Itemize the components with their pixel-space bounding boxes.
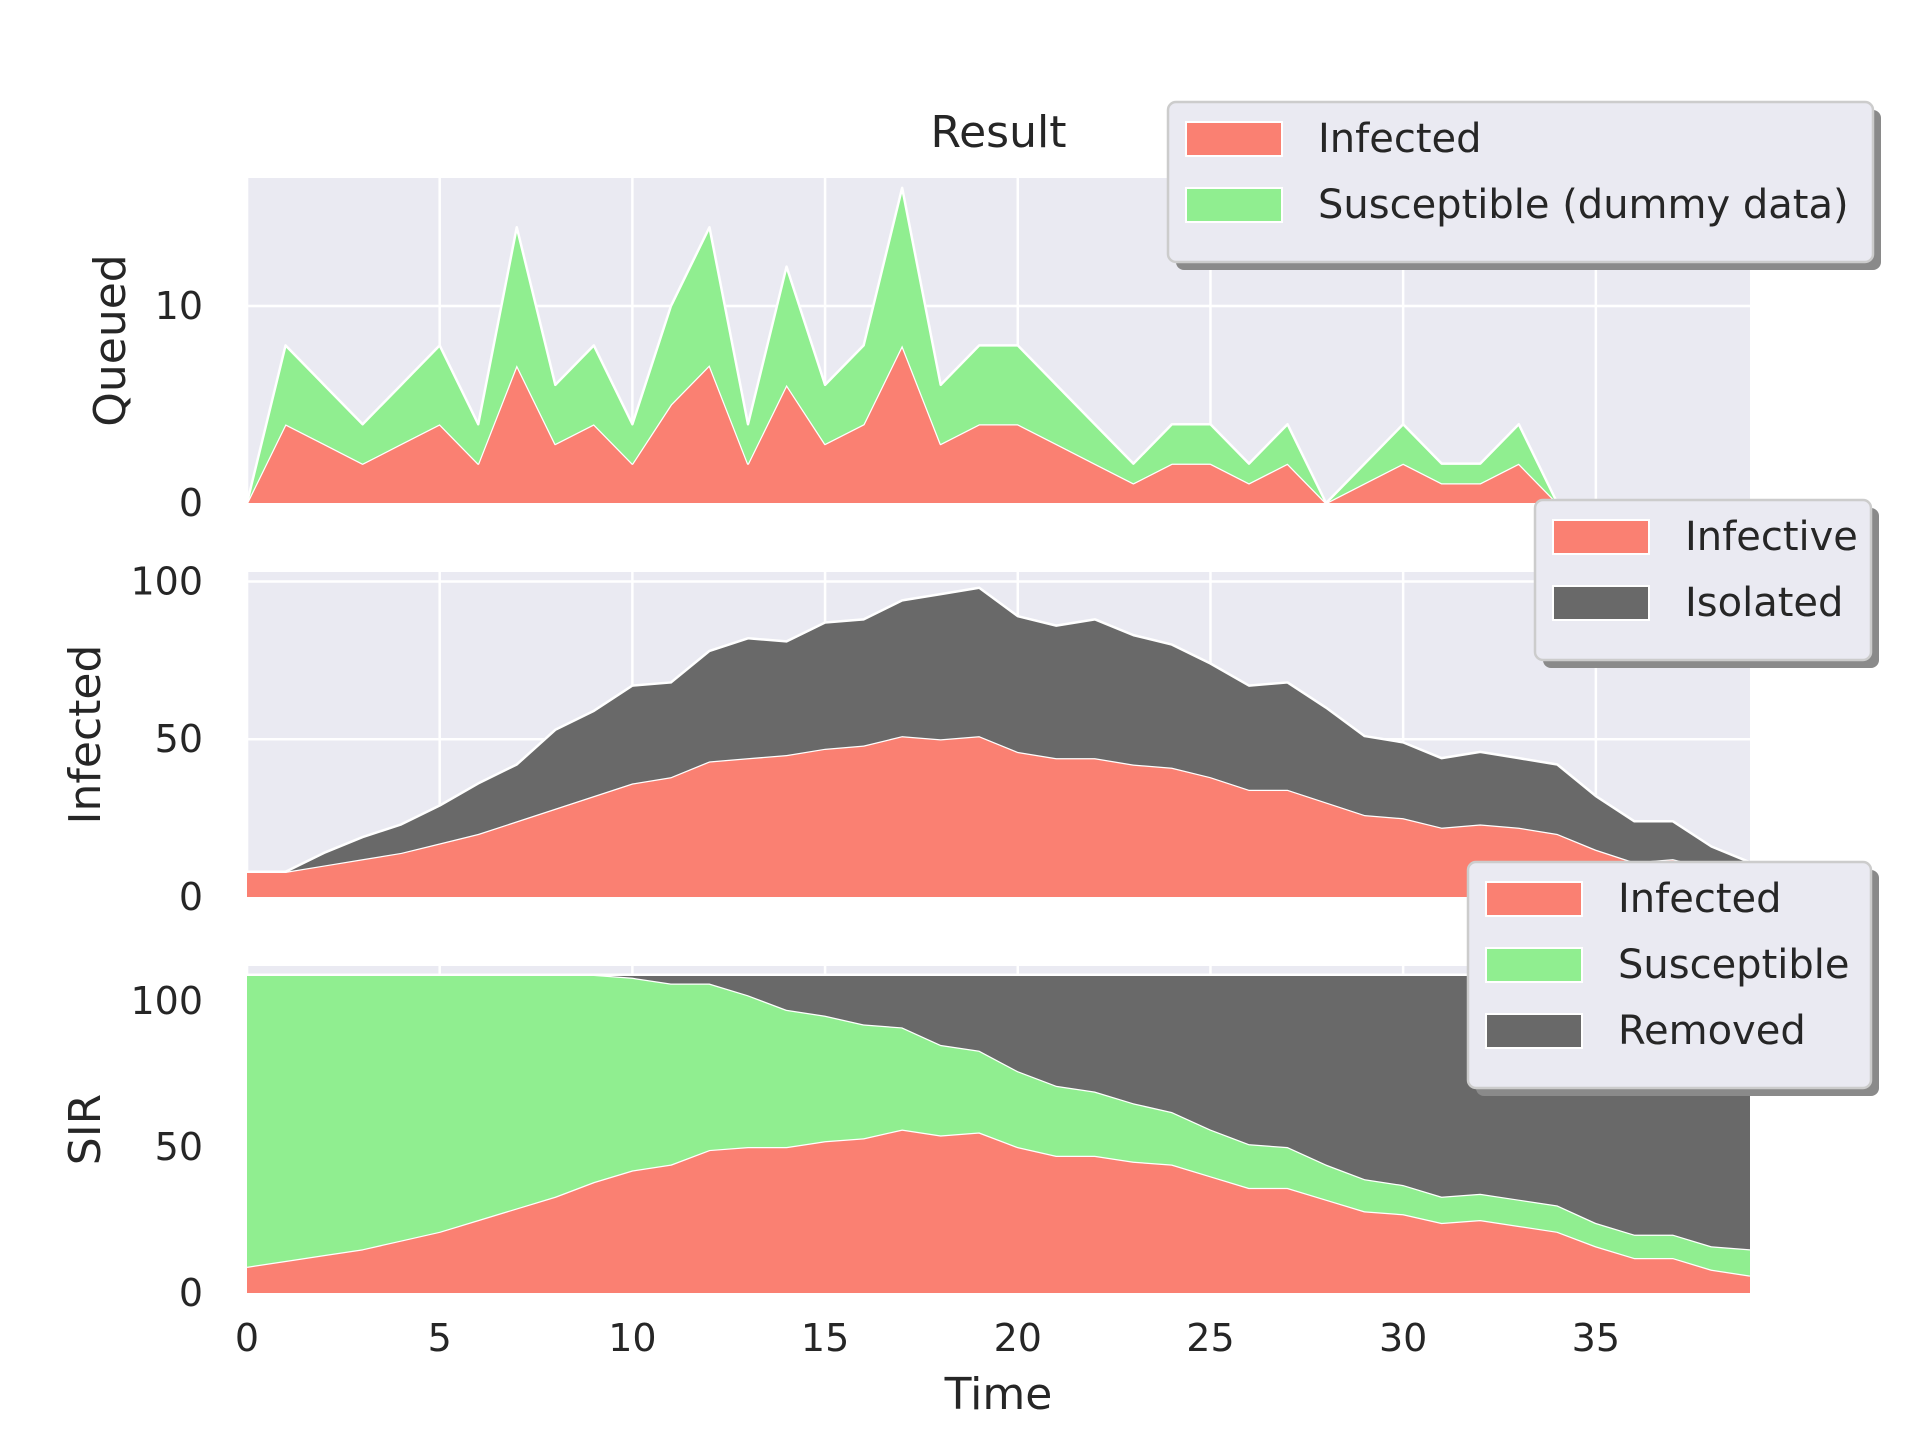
panel-2: 0 50 100 Infected — [60, 559, 1751, 919]
legend-label: Infective — [1685, 514, 1858, 560]
legend-label: Isolated — [1685, 580, 1843, 626]
y-tick-label: 100 — [130, 559, 203, 603]
area-edge-line — [246, 1128, 1751, 1277]
legend-swatch — [1185, 121, 1283, 157]
y-tick-label: 0 — [179, 1271, 203, 1315]
legend-label: Infected — [1318, 116, 1482, 162]
legend-swatch — [1185, 187, 1283, 223]
legend-2: Infective Isolated — [1533, 498, 1879, 668]
y-tick-label: 0 — [179, 481, 203, 525]
area-infective — [247, 736, 1750, 897]
area-isolated — [247, 587, 1750, 872]
legend-swatch — [1552, 519, 1650, 555]
y-axis-label: SIR — [60, 1094, 111, 1165]
legend-label: Removed — [1618, 1008, 1806, 1054]
legend-swatch — [1485, 947, 1583, 983]
y-tick-label: 50 — [155, 1125, 203, 1169]
legend-1: Infected Susceptible (dummy data) — [1166, 100, 1881, 270]
legend-swatch — [1552, 585, 1650, 621]
legend-box — [1166, 100, 1875, 264]
y-tick-label: 10 — [155, 284, 203, 328]
x-tick-label: 0 — [235, 1316, 259, 1360]
area-infected — [247, 1129, 1750, 1293]
legend-3: Infected Susceptible Removed — [1466, 860, 1879, 1096]
area-removed — [247, 974, 1750, 1250]
legend-swatch — [1485, 1013, 1583, 1049]
area-susceptible — [247, 974, 1750, 1276]
y-axis-label: Queued — [85, 254, 136, 426]
legend-label: Infected — [1618, 876, 1782, 922]
chart-title: Result — [931, 107, 1067, 158]
legend-label: Susceptible — [1618, 942, 1849, 988]
x-axis-label: Time — [944, 1369, 1053, 1420]
x-tick-label: 10 — [608, 1316, 656, 1360]
x-tick-label: 20 — [994, 1316, 1042, 1360]
area-edge-line — [247, 586, 1751, 874]
area-edge-line — [245, 186, 1750, 505]
y-tick-label: 50 — [155, 717, 203, 761]
legend-swatch — [1485, 881, 1583, 917]
x-tick-label: 30 — [1379, 1316, 1427, 1360]
x-tick-label: 25 — [1186, 1316, 1234, 1360]
x-tick-label: 15 — [801, 1316, 849, 1360]
x-tick-label: 35 — [1572, 1316, 1620, 1360]
y-tick-label: 0 — [179, 875, 203, 919]
y-tick-label: 100 — [130, 979, 203, 1023]
legend-label: Susceptible (dummy data) — [1318, 182, 1849, 228]
y-axis-label: Infected — [60, 645, 111, 825]
x-tick-label: 5 — [428, 1316, 452, 1360]
